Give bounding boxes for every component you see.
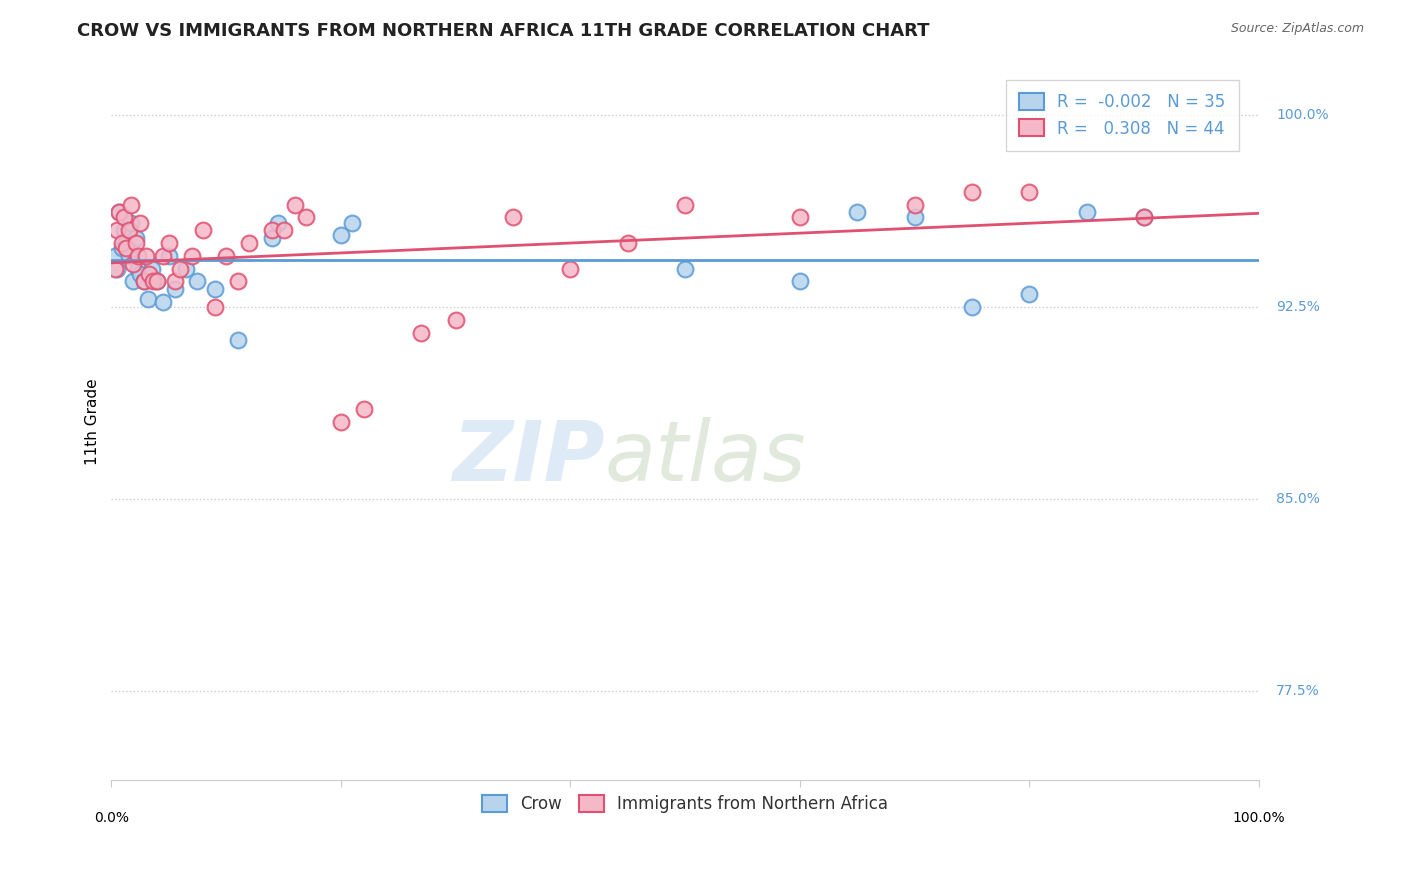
Point	[204, 282, 226, 296]
Point	[1076, 205, 1098, 219]
Point	[146, 274, 169, 288]
Point	[112, 211, 135, 225]
Text: atlas: atlas	[605, 417, 807, 499]
Point	[903, 197, 925, 211]
Point	[117, 249, 139, 263]
Point	[124, 235, 146, 250]
Point	[342, 216, 364, 230]
Point	[204, 300, 226, 314]
Point	[411, 326, 433, 340]
Point	[111, 235, 134, 250]
Point	[174, 261, 197, 276]
Point	[142, 274, 165, 288]
Point	[115, 241, 138, 255]
Point	[129, 216, 152, 230]
Point	[226, 333, 249, 347]
Point	[180, 249, 202, 263]
Point	[1133, 211, 1156, 225]
Point	[238, 235, 260, 250]
Point	[789, 211, 811, 225]
Point	[111, 241, 134, 255]
Point	[127, 261, 149, 276]
Point	[120, 197, 142, 211]
Point	[215, 249, 238, 263]
Text: 100.0%: 100.0%	[1233, 811, 1285, 825]
Point	[157, 249, 180, 263]
Text: 77.5%: 77.5%	[1277, 683, 1320, 698]
Point	[120, 216, 142, 230]
Point	[960, 300, 983, 314]
Point	[846, 205, 869, 219]
Point	[105, 261, 128, 276]
Point	[105, 223, 128, 237]
Point	[273, 223, 295, 237]
Text: 92.5%: 92.5%	[1277, 300, 1320, 314]
Point	[169, 261, 191, 276]
Point	[146, 274, 169, 288]
Point	[108, 205, 131, 219]
Point	[132, 274, 155, 288]
Point	[329, 415, 352, 429]
Point	[138, 267, 160, 281]
Point	[1018, 185, 1040, 199]
Point	[903, 211, 925, 225]
Point	[136, 293, 159, 307]
Point	[616, 235, 638, 250]
Point	[329, 228, 352, 243]
Point	[112, 223, 135, 237]
Point	[124, 231, 146, 245]
Point	[295, 211, 318, 225]
Point	[129, 267, 152, 281]
Point	[1018, 287, 1040, 301]
Point	[193, 223, 215, 237]
Point	[560, 261, 582, 276]
Point	[115, 235, 138, 250]
Point	[1133, 211, 1156, 225]
Point	[157, 235, 180, 250]
Point	[104, 261, 127, 276]
Point	[186, 274, 208, 288]
Point	[141, 261, 163, 276]
Point	[960, 185, 983, 199]
Text: CROW VS IMMIGRANTS FROM NORTHERN AFRICA 11TH GRADE CORRELATION CHART: CROW VS IMMIGRANTS FROM NORTHERN AFRICA …	[77, 22, 929, 40]
Text: 100.0%: 100.0%	[1277, 108, 1329, 122]
Text: ZIP: ZIP	[453, 417, 605, 499]
Point	[117, 223, 139, 237]
Point	[267, 216, 290, 230]
Point	[502, 211, 524, 225]
Point	[135, 249, 157, 263]
Point	[132, 274, 155, 288]
Text: 0.0%: 0.0%	[94, 811, 129, 825]
Point	[260, 223, 283, 237]
Point	[673, 261, 696, 276]
Point	[673, 197, 696, 211]
Point	[104, 249, 127, 263]
Point	[789, 274, 811, 288]
Point	[122, 274, 145, 288]
Legend: Crow, Immigrants from Northern Africa: Crow, Immigrants from Northern Africa	[474, 787, 897, 822]
Point	[127, 249, 149, 263]
Point	[152, 249, 174, 263]
Text: Source: ZipAtlas.com: Source: ZipAtlas.com	[1230, 22, 1364, 36]
Point	[444, 312, 467, 326]
Point	[353, 402, 375, 417]
Y-axis label: 11th Grade: 11th Grade	[86, 379, 100, 466]
Point	[163, 274, 186, 288]
Point	[163, 282, 186, 296]
Point	[108, 205, 131, 219]
Point	[284, 197, 307, 211]
Point	[152, 294, 174, 309]
Point	[260, 231, 283, 245]
Point	[122, 256, 145, 270]
Text: 85.0%: 85.0%	[1277, 491, 1320, 506]
Point	[226, 274, 249, 288]
